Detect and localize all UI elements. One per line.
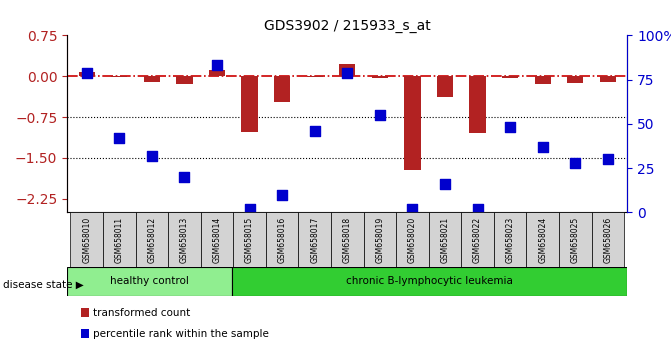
Bar [502, 76, 518, 78]
Bar [559, 212, 592, 267]
Point [146, 153, 157, 159]
Text: GSM658013: GSM658013 [180, 217, 189, 263]
Bar [535, 76, 551, 84]
Bar [364, 212, 396, 267]
Bar [67, 267, 232, 296]
Bar [331, 212, 364, 267]
Bar [111, 76, 127, 77]
Point [276, 192, 287, 198]
Text: GSM658010: GSM658010 [82, 217, 91, 263]
Text: disease state ▶: disease state ▶ [3, 280, 84, 290]
Point [81, 70, 92, 75]
Text: GSM658015: GSM658015 [245, 217, 254, 263]
Point [537, 144, 548, 150]
Point [374, 112, 385, 118]
Text: chronic B-lymphocytic leukemia: chronic B-lymphocytic leukemia [346, 276, 513, 286]
Point [505, 125, 515, 130]
Text: GSM658018: GSM658018 [343, 217, 352, 263]
Text: transformed count: transformed count [93, 308, 190, 318]
Text: GSM658019: GSM658019 [375, 217, 384, 263]
Bar [494, 212, 527, 267]
Text: GSM658012: GSM658012 [148, 217, 156, 263]
Bar [461, 212, 494, 267]
Bar [70, 212, 103, 267]
Point [472, 206, 483, 212]
Point [407, 206, 418, 212]
Point [603, 156, 613, 162]
Bar [592, 212, 624, 267]
Bar [103, 212, 136, 267]
Bar [404, 76, 421, 170]
Bar [242, 76, 258, 132]
Text: GSM658020: GSM658020 [408, 217, 417, 263]
Point [211, 63, 222, 68]
Bar [274, 76, 291, 102]
Text: GSM658021: GSM658021 [440, 217, 450, 263]
Bar [176, 76, 193, 84]
Title: GDS3902 / 215933_s_at: GDS3902 / 215933_s_at [264, 19, 431, 33]
Bar [339, 64, 356, 76]
Text: percentile rank within the sample: percentile rank within the sample [93, 329, 268, 339]
Text: GSM658025: GSM658025 [571, 217, 580, 263]
Point [244, 206, 255, 212]
Text: GSM658026: GSM658026 [603, 217, 613, 263]
Bar [232, 267, 627, 296]
Bar [470, 76, 486, 133]
Text: GSM658011: GSM658011 [115, 217, 123, 263]
Point [440, 181, 450, 187]
Bar [527, 212, 559, 267]
Bar [234, 212, 266, 267]
Bar [144, 76, 160, 82]
Text: GSM658014: GSM658014 [213, 217, 221, 263]
Text: GSM658017: GSM658017 [310, 217, 319, 263]
Bar [136, 212, 168, 267]
Bar [372, 76, 388, 79]
Bar [567, 76, 583, 83]
Point [179, 174, 190, 180]
Point [570, 160, 580, 166]
Bar [209, 70, 225, 76]
Bar [396, 212, 429, 267]
Point [114, 135, 125, 141]
Text: GSM658022: GSM658022 [473, 217, 482, 263]
Bar [79, 72, 95, 76]
Bar [299, 212, 331, 267]
Bar [600, 76, 616, 82]
Point [309, 128, 320, 134]
Bar [437, 76, 453, 97]
Text: GSM658024: GSM658024 [538, 217, 547, 263]
Point [342, 70, 353, 75]
Bar [168, 212, 201, 267]
Bar [266, 212, 299, 267]
Bar [201, 212, 234, 267]
Text: healthy control: healthy control [110, 276, 189, 286]
Bar [307, 76, 323, 77]
Bar [429, 212, 461, 267]
Text: GSM658023: GSM658023 [506, 217, 515, 263]
Text: GSM658016: GSM658016 [278, 217, 287, 263]
